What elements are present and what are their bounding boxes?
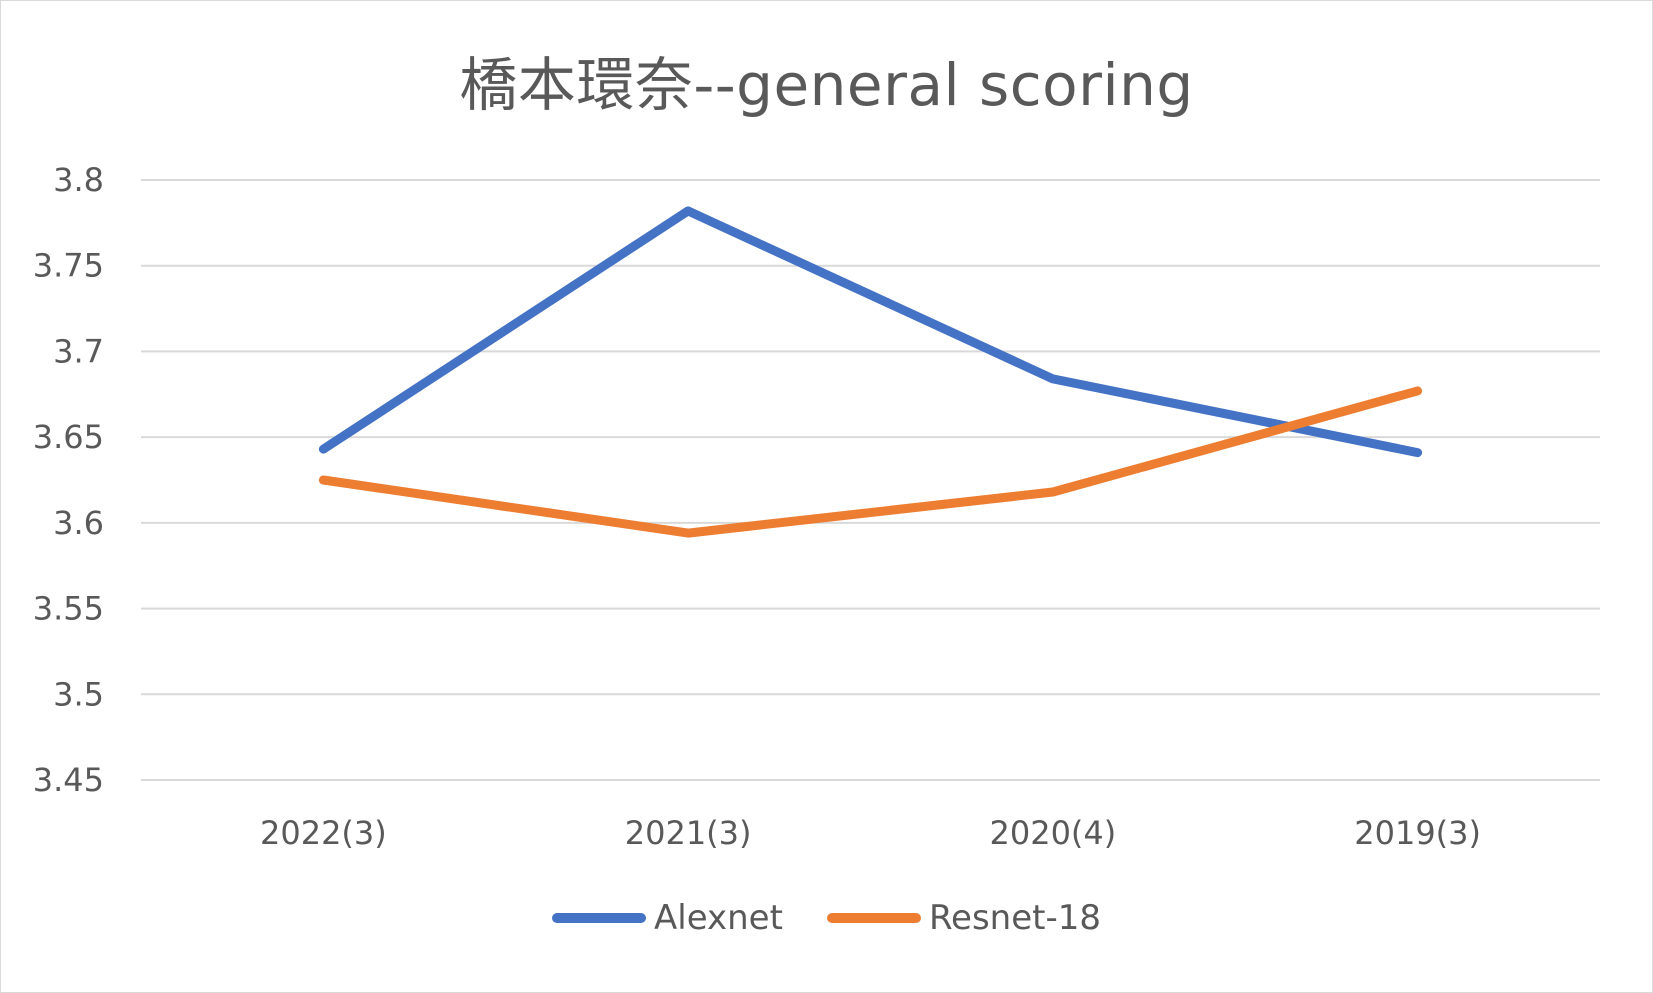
y-axis-ticks: 3.45 3.5 3.55 3.6 3.65 3.7 3.75 3.8 — [33, 161, 104, 799]
x-tick-label: 2021(3) — [625, 814, 752, 852]
y-tick-label: 3.5 — [53, 675, 104, 713]
y-tick-label: 3.8 — [53, 161, 104, 199]
y-tick-label: 3.65 — [33, 418, 104, 456]
y-tick-label: 3.75 — [33, 247, 104, 285]
legend-item-alexnet: Alexnet — [551, 898, 783, 938]
series-line-resnet-18 — [318, 386, 1423, 538]
series-line-alexnet — [318, 206, 1423, 458]
legend-swatch-alexnet — [551, 913, 646, 923]
series-lines — [318, 206, 1423, 538]
legend-label-alexnet: Alexnet — [653, 898, 783, 938]
legend: Alexnet Resnet-18 — [0, 898, 1653, 938]
y-tick-label: 3.55 — [33, 590, 104, 628]
y-tick-label: 3.45 — [33, 761, 104, 799]
x-axis-ticks: 2022(3) 2021(3) 2020(4) 2019(3) — [260, 814, 1481, 852]
legend-item-resnet-18: Resnet-18 — [826, 898, 1101, 938]
legend-label-resnet-18: Resnet-18 — [928, 898, 1101, 938]
legend-swatch-resnet-18 — [826, 913, 921, 923]
y-tick-label: 3.7 — [53, 332, 104, 370]
chart-title: 橋本環奈--general scoring — [459, 51, 1194, 119]
x-tick-label: 2019(3) — [1354, 814, 1481, 852]
x-tick-label: 2020(4) — [989, 814, 1116, 852]
x-tick-label: 2022(3) — [260, 814, 387, 852]
gridlines — [141, 179, 1600, 781]
y-tick-label: 3.6 — [53, 504, 104, 542]
